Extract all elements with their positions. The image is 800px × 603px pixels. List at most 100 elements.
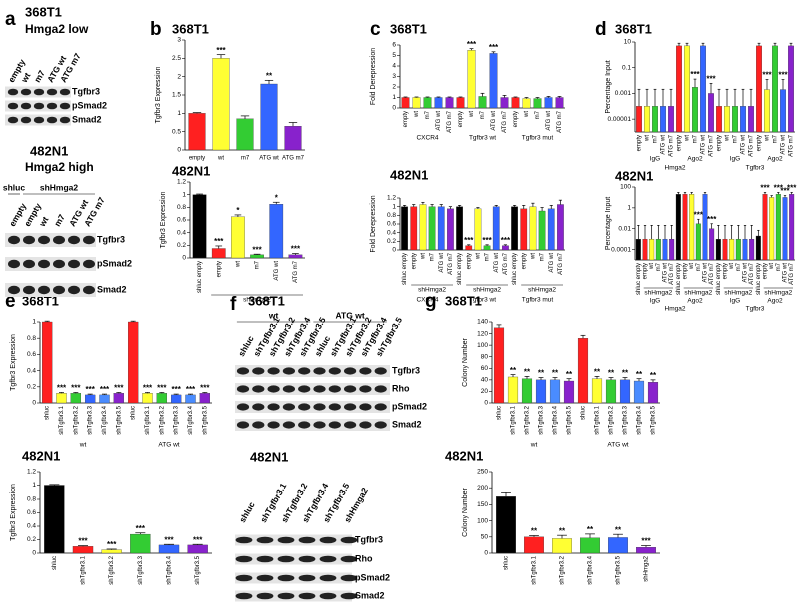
bar	[410, 206, 418, 251]
blot-band	[313, 385, 326, 393]
x-tick-label: shTgfbr3.4	[553, 405, 559, 434]
x-tick-label: shluc empty	[197, 261, 203, 293]
bar	[762, 194, 768, 261]
bar	[170, 394, 182, 404]
y-tick-label: 0.6	[387, 221, 396, 228]
bar	[250, 254, 264, 259]
blot-row-label: pSmad2	[72, 100, 107, 110]
y-axis-label: Tgfbr3 Expression	[10, 484, 17, 541]
bar	[211, 248, 226, 259]
significance: ***	[707, 215, 717, 224]
x-tick-label: shluc empty	[457, 253, 463, 285]
blot-title: 368T1	[248, 293, 285, 308]
y-tick-label: 0.4	[27, 523, 36, 530]
significance: ***	[252, 245, 262, 254]
bar	[72, 546, 94, 554]
y-tick-label: 50	[481, 534, 489, 541]
bar	[549, 379, 561, 404]
bar	[633, 380, 645, 404]
x-tick-label: shTgfbr3.3	[174, 405, 180, 434]
blot-band	[83, 285, 95, 295]
blot-row-label: Smad2	[392, 419, 422, 429]
bar	[722, 238, 728, 261]
blot-band	[53, 259, 65, 269]
significance: ***	[214, 237, 224, 246]
x-tick-label: m7	[656, 262, 662, 271]
blot-band	[374, 421, 387, 429]
lane-label: shluc	[237, 500, 257, 524]
x-tick-label: wt	[689, 263, 695, 270]
x-tick-label: shluc empty	[676, 263, 682, 295]
bar	[547, 208, 555, 251]
blot-row-label: Tgfbr3	[392, 365, 420, 375]
x-tick-label: shTgfbr3.5	[651, 405, 657, 434]
bar	[456, 97, 465, 109]
x-tick-label: ATG wt	[274, 261, 280, 281]
bar	[709, 228, 715, 261]
significance: ***	[694, 210, 704, 219]
bar	[158, 544, 180, 554]
x-tick-label: empty	[723, 263, 729, 279]
bar	[729, 238, 735, 261]
blot-band	[328, 403, 341, 411]
y-tick-label: 0.01	[618, 225, 631, 232]
x-tick-label: m7	[773, 134, 779, 143]
group-label: IgG	[650, 156, 660, 163]
group-label: Ago2	[767, 156, 783, 163]
x-tick-label: wt	[649, 263, 655, 270]
y-tick-label: 6	[392, 42, 396, 49]
blot-band	[46, 116, 58, 124]
bar	[56, 393, 67, 404]
bar	[70, 393, 81, 404]
x-tick-label: m7	[480, 110, 486, 119]
x-tick-label: ATG wt	[546, 111, 552, 131]
y-tick-label: 3	[392, 73, 396, 80]
x-tick-label: m7	[535, 110, 541, 119]
x-tick-label: wt	[414, 111, 420, 118]
significance: ***	[164, 535, 174, 544]
blot-band	[298, 536, 316, 544]
x-tick-label: empty	[763, 263, 769, 279]
x-tick-label: m7	[736, 262, 742, 271]
bar	[580, 537, 600, 554]
blot-band	[59, 88, 71, 96]
y-tick-label: 200	[477, 485, 488, 492]
x-tick-label: shluc empty	[512, 253, 518, 285]
y-axis-label: Tgfbr3 Expression	[160, 191, 167, 248]
significance: ***	[706, 75, 716, 84]
subgroup-label: shHmga2	[764, 290, 792, 297]
bar	[236, 118, 254, 151]
significance: **	[594, 367, 601, 376]
blot-band	[59, 102, 71, 110]
blot-band	[235, 536, 253, 544]
bar	[692, 87, 698, 133]
bar	[780, 89, 786, 133]
blot-band	[313, 367, 326, 375]
blot-band	[59, 116, 71, 124]
bar	[130, 533, 151, 554]
blot-band	[236, 403, 250, 411]
bar	[782, 197, 788, 261]
blot-band	[267, 421, 280, 429]
y-tick-label: 1.2	[387, 195, 396, 202]
significance: **	[650, 371, 657, 380]
significance: ***	[136, 524, 146, 533]
significance: **	[608, 369, 615, 378]
y-tick-label: 0	[177, 147, 181, 154]
y-tick-label: 40	[481, 377, 489, 384]
x-tick-label: ATG wt	[703, 263, 709, 283]
group-label: IgG	[730, 156, 740, 163]
y-tick-label: 2	[392, 84, 396, 91]
significance: ***	[501, 236, 511, 245]
bar	[269, 204, 284, 259]
x-tick-label: shTgfbr3.3	[138, 555, 144, 584]
chart-title: 482N1	[390, 167, 428, 182]
super-group-label: Hmga2	[665, 306, 686, 313]
significance: **	[587, 525, 594, 534]
x-tick-label: shluc empty	[402, 253, 408, 285]
blot-band	[282, 403, 296, 411]
significance: ***	[143, 384, 153, 393]
blot-band	[319, 592, 337, 600]
x-tick-label: ATG m7	[502, 110, 508, 133]
x-tick-label: ATG wt	[491, 111, 497, 131]
